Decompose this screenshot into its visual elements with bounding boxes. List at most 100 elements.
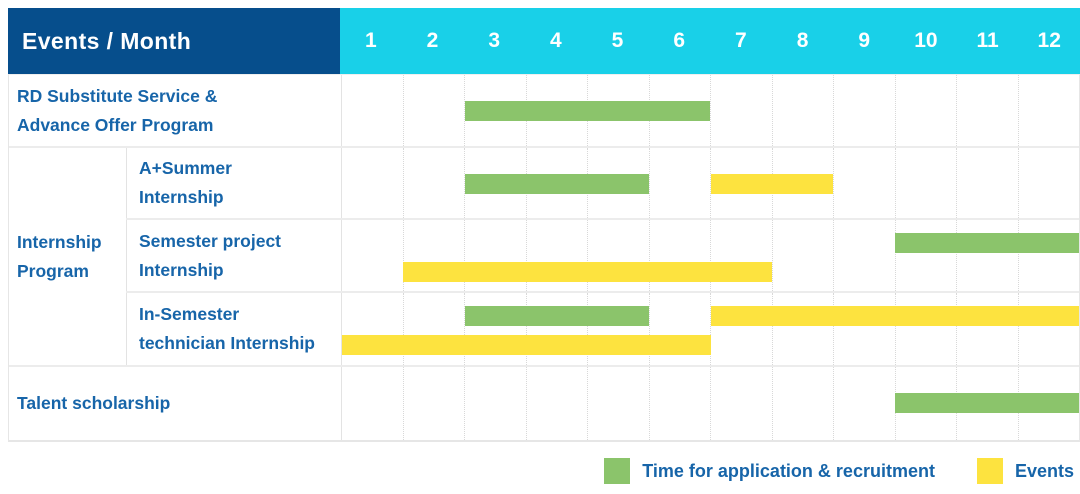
legend-item-events: Events bbox=[976, 458, 1074, 484]
chart-cell-a-plus-summer bbox=[341, 148, 1080, 219]
chart-cell-semester-project bbox=[341, 220, 1080, 291]
month-gridline bbox=[1017, 75, 1080, 146]
month-gridline bbox=[464, 367, 526, 440]
month-gridline bbox=[587, 292, 649, 366]
month-header-7: 7 bbox=[735, 29, 747, 52]
month-gridline bbox=[833, 292, 895, 366]
month-gridline bbox=[771, 220, 834, 291]
month-gridline bbox=[1017, 148, 1080, 219]
month-header-11: 11 bbox=[976, 29, 999, 52]
month-gridline bbox=[648, 148, 711, 219]
month-gridline bbox=[833, 75, 895, 146]
gantt-bar-yellow bbox=[342, 334, 711, 355]
month-gridline bbox=[771, 75, 834, 146]
events-month-table: Events / Month 1 2 3 4 5 6 7 8 9 10 11 12 RD Substi… bbox=[8, 8, 1080, 442]
row-label-semester-project: Semester project Internship bbox=[126, 220, 341, 291]
month-header-2: 2 bbox=[426, 29, 439, 52]
row-label-a-plus-summer: A+Summer Internship bbox=[126, 148, 341, 219]
month-gridline bbox=[464, 75, 526, 146]
row-a-plus-summer: A+Summer Internship bbox=[126, 148, 1080, 221]
chart-cell-in-semester-technician bbox=[341, 292, 1080, 366]
month-gridline bbox=[894, 75, 957, 146]
month-gridline bbox=[710, 220, 772, 291]
month-gridline bbox=[956, 75, 1018, 146]
month-gridline bbox=[894, 292, 957, 366]
row-in-semester-technician: In-Semester technician Internship bbox=[126, 292, 1080, 366]
month-gridline bbox=[342, 75, 403, 146]
month-header-10: 10 bbox=[914, 29, 938, 52]
month-gridline bbox=[402, 148, 465, 219]
month-gridline bbox=[710, 292, 772, 366]
row-semester-project: Semester project Internship bbox=[126, 220, 1080, 293]
month-gridline bbox=[525, 292, 588, 366]
row-talent-scholarship: Talent scholarship bbox=[9, 367, 1079, 440]
month-gridline bbox=[587, 220, 649, 291]
month-gridline bbox=[464, 148, 526, 219]
month-gridline bbox=[587, 367, 649, 440]
gantt-bar-green bbox=[894, 393, 1079, 413]
month-header-3: 3 bbox=[488, 29, 501, 52]
table-body: RD Substitute Service & Advance Offer Pr… bbox=[8, 74, 1080, 442]
gantt-bar-green bbox=[894, 233, 1079, 254]
group-internship-program: Internship Program A+Summer Internship S… bbox=[9, 148, 1079, 367]
month-gridline bbox=[1017, 220, 1080, 291]
legend-swatch-green bbox=[604, 458, 631, 484]
month-gridline bbox=[342, 367, 403, 440]
month-gridline bbox=[464, 292, 526, 366]
month-header-5: 5 bbox=[611, 29, 624, 52]
gantt-bar-yellow bbox=[710, 305, 1079, 326]
month-header-8: 8 bbox=[796, 29, 809, 52]
group-rows: A+Summer Internship Semester project Int… bbox=[126, 148, 1080, 366]
row-label-talent-scholarship: Talent scholarship bbox=[17, 393, 171, 414]
gantt-bar-yellow bbox=[710, 174, 834, 194]
month-gridline bbox=[833, 367, 895, 440]
month-gridline bbox=[956, 220, 1018, 291]
month-gridline bbox=[402, 292, 465, 366]
month-header-1: 1 bbox=[364, 29, 377, 52]
month-gridline bbox=[1017, 292, 1080, 366]
month-gridline bbox=[771, 292, 834, 366]
month-header-9: 9 bbox=[858, 29, 871, 52]
table-header-row: Events / Month 1 2 3 4 5 6 7 8 9 10 11 12 bbox=[8, 8, 1080, 74]
month-gridline bbox=[464, 220, 526, 291]
month-gridline bbox=[648, 367, 711, 440]
gantt-bar-green bbox=[464, 174, 650, 194]
header-corner-label: Events / Month bbox=[8, 8, 340, 74]
month-header-12: 12 bbox=[1037, 29, 1061, 52]
month-gridline bbox=[648, 220, 711, 291]
month-header-4: 4 bbox=[550, 29, 562, 52]
row-label-rd-substitute: RD Substitute Service & Advance Offer Pr… bbox=[17, 85, 218, 135]
month-gridline bbox=[894, 220, 957, 291]
legend-label-application-recruitment: Time for application & recruitment bbox=[642, 460, 935, 481]
row-rd-substitute: RD Substitute Service & Advance Offer Pr… bbox=[9, 75, 1079, 148]
chart-cell-talent-scholarship bbox=[341, 367, 1079, 440]
month-gridline bbox=[833, 148, 895, 219]
gantt-bar-green bbox=[464, 305, 650, 326]
gantt-bar-yellow bbox=[403, 262, 772, 283]
month-gridline bbox=[342, 220, 403, 290]
gantt-bar-green bbox=[464, 101, 711, 121]
month-gridline bbox=[710, 367, 772, 440]
month-gridline bbox=[956, 292, 1018, 366]
legend-label-events: Events bbox=[1014, 460, 1074, 481]
legend: Time for application & recruitment Event… bbox=[604, 458, 1074, 484]
month-gridline bbox=[771, 367, 834, 440]
month-gridline bbox=[710, 148, 772, 219]
month-gridline bbox=[956, 148, 1018, 219]
month-gridline bbox=[710, 75, 772, 146]
month-gridline bbox=[402, 220, 465, 291]
month-header-strip: 1 2 3 4 5 6 7 8 9 10 11 12 bbox=[340, 8, 1080, 74]
legend-item-application-recruitment: Time for application & recruitment bbox=[604, 458, 935, 484]
month-header-6: 6 bbox=[673, 29, 686, 52]
month-gridline bbox=[648, 292, 711, 366]
chart-cell-rd-substitute bbox=[341, 75, 1079, 146]
month-gridline bbox=[402, 367, 465, 440]
month-gridline bbox=[402, 75, 465, 146]
group-label-internship-program: Internship Program bbox=[17, 231, 102, 281]
month-gridline bbox=[894, 148, 957, 219]
month-gridline bbox=[342, 148, 403, 218]
month-gridline bbox=[525, 220, 588, 291]
month-gridline bbox=[833, 220, 895, 291]
row-label-in-semester-technician: In-Semester technician Internship bbox=[126, 292, 341, 366]
